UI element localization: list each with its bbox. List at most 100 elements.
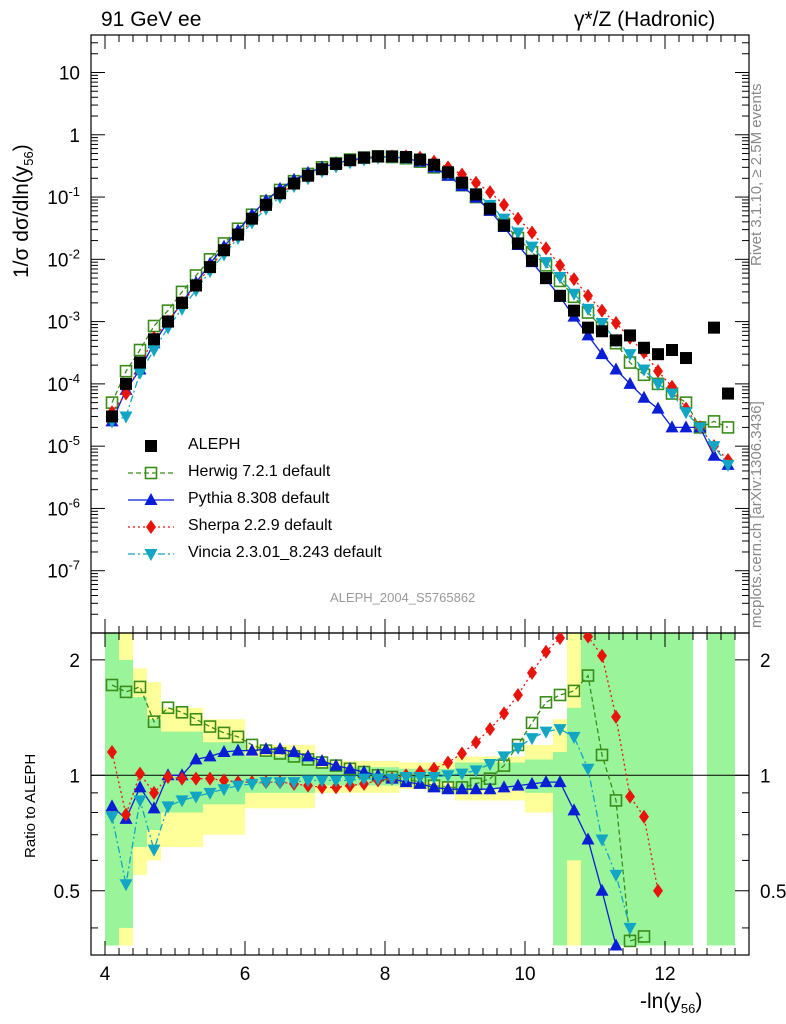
ratio-point-pythia <box>147 801 161 814</box>
data-point-aleph <box>372 150 384 163</box>
ratio-point-vincia <box>203 787 217 800</box>
data-point-aleph <box>638 341 650 354</box>
ratio-point-sherpa <box>191 771 201 786</box>
ratio-point-pythia <box>567 803 581 816</box>
data-point-aleph <box>330 157 342 170</box>
ratio-point-herwig <box>119 685 133 699</box>
data-point-sherpa <box>471 175 481 190</box>
ratio-point-pythia <box>105 799 119 812</box>
ratio-point-herwig <box>217 726 231 740</box>
data-point-aleph <box>106 410 118 423</box>
ratio-point-sherpa <box>583 633 593 644</box>
ratio-point-herwig <box>623 934 637 948</box>
mcplots-label: mcplots.cern.ch [arXiv:1306.3436] <box>748 401 765 628</box>
data-point-pythia <box>707 448 721 461</box>
data-point-aleph <box>680 352 692 365</box>
data-point-aleph <box>274 187 286 200</box>
ratio-point-sherpa <box>653 883 663 898</box>
ratio-point-sherpa <box>513 687 523 702</box>
header-left-label: 91 GeV ee <box>101 8 202 31</box>
ratio-point-vincia <box>329 775 343 788</box>
data-point-pythia <box>679 420 693 433</box>
data-point-aleph <box>554 289 566 302</box>
ratio-point-vincia <box>581 763 595 776</box>
ratio-point-pythia <box>553 775 567 788</box>
data-point-aleph <box>652 348 664 361</box>
y-tick-label: 10-1 <box>47 184 80 209</box>
data-point-vincia <box>511 227 525 240</box>
ratio-point-pythia <box>245 743 259 756</box>
y-tick-label: 10-4 <box>47 371 80 396</box>
ratio-y-tick-label-right: 0.5 <box>760 882 786 903</box>
data-point-aleph <box>302 169 314 182</box>
ratio-point-sherpa <box>205 771 215 786</box>
ratio-point-herwig <box>175 705 189 719</box>
data-point-vincia <box>637 364 651 377</box>
data-point-vincia <box>147 345 161 358</box>
ratio-point-vincia <box>301 775 315 788</box>
ratio-point-herwig <box>203 720 217 733</box>
data-point-sherpa <box>583 288 593 303</box>
ratio-point-vincia <box>441 770 455 783</box>
data-point-aleph <box>344 154 356 167</box>
legend-label-sherpa: Sherpa 2.2.9 default <box>188 517 333 534</box>
y-tick-label: 10 <box>59 63 80 84</box>
ratio-point-herwig <box>567 684 581 698</box>
data-point-aleph <box>190 279 202 292</box>
data-point-aleph <box>162 315 174 328</box>
ratio-point-pythia <box>133 780 147 793</box>
x-tick-label: 6 <box>240 964 251 985</box>
ratio-point-vincia <box>427 771 441 784</box>
data-point-sherpa <box>485 185 495 200</box>
data-point-aleph <box>498 219 510 232</box>
ratio-point-sherpa <box>555 633 565 646</box>
rivet-version-label: Rivet 3.1.10, ≥ 2.5M events <box>748 83 765 267</box>
data-point-herwig <box>147 319 161 333</box>
data-point-pythia <box>665 420 679 433</box>
data-point-herwig <box>119 364 133 378</box>
ratio-point-herwig <box>553 688 567 702</box>
ratio-point-vincia <box>161 801 175 814</box>
data-point-aleph <box>708 321 720 334</box>
series-line-pythia <box>111 156 729 466</box>
ratio-point-sherpa <box>107 745 117 760</box>
ratio-point-vincia <box>273 777 287 790</box>
data-point-aleph <box>176 296 188 309</box>
ratio-point-herwig <box>637 930 651 943</box>
ratio-point-sherpa <box>219 773 229 788</box>
y-axis-title-main: 1/σ dσ/dln(y56) <box>10 144 37 278</box>
data-point-aleph <box>442 166 454 179</box>
ratio-point-vincia <box>357 773 371 786</box>
data-point-aleph <box>512 237 524 250</box>
ratio-point-vincia <box>189 791 203 804</box>
data-point-aleph <box>246 212 258 225</box>
ratio-point-vincia <box>469 765 483 778</box>
data-point-aleph <box>218 244 230 257</box>
ratio-point-pythia <box>287 745 301 758</box>
ratio-point-herwig <box>539 696 553 709</box>
y-tick-label: 10-5 <box>47 433 80 458</box>
data-point-pythia <box>581 328 595 341</box>
series-line-herwig <box>111 155 729 429</box>
ratio-point-vincia <box>119 879 133 892</box>
y-tick-label: 1 <box>69 126 80 147</box>
ratio-point-vincia <box>287 777 301 790</box>
ratio-point-pythia <box>455 782 469 795</box>
data-point-aleph <box>596 325 608 338</box>
legend-marker-herwig <box>144 466 158 480</box>
ratio-point-sherpa <box>317 780 327 795</box>
data-point-aleph <box>722 387 734 400</box>
ratio-point-vincia <box>511 742 525 755</box>
data-point-sherpa <box>499 197 509 212</box>
ratio-point-pythia <box>581 832 595 845</box>
uncertainty-band-inner <box>105 633 119 946</box>
data-point-vincia <box>567 288 581 301</box>
ratio-point-pythia <box>231 743 245 756</box>
data-point-aleph <box>386 150 398 163</box>
y-tick-label: 10-3 <box>47 309 80 334</box>
ratio-plot-frame <box>90 632 750 956</box>
ratio-point-vincia <box>133 795 147 808</box>
ratio-point-herwig <box>105 678 119 692</box>
data-point-sherpa <box>527 225 537 240</box>
x-axis-title: -ln(y56) <box>640 990 703 1017</box>
